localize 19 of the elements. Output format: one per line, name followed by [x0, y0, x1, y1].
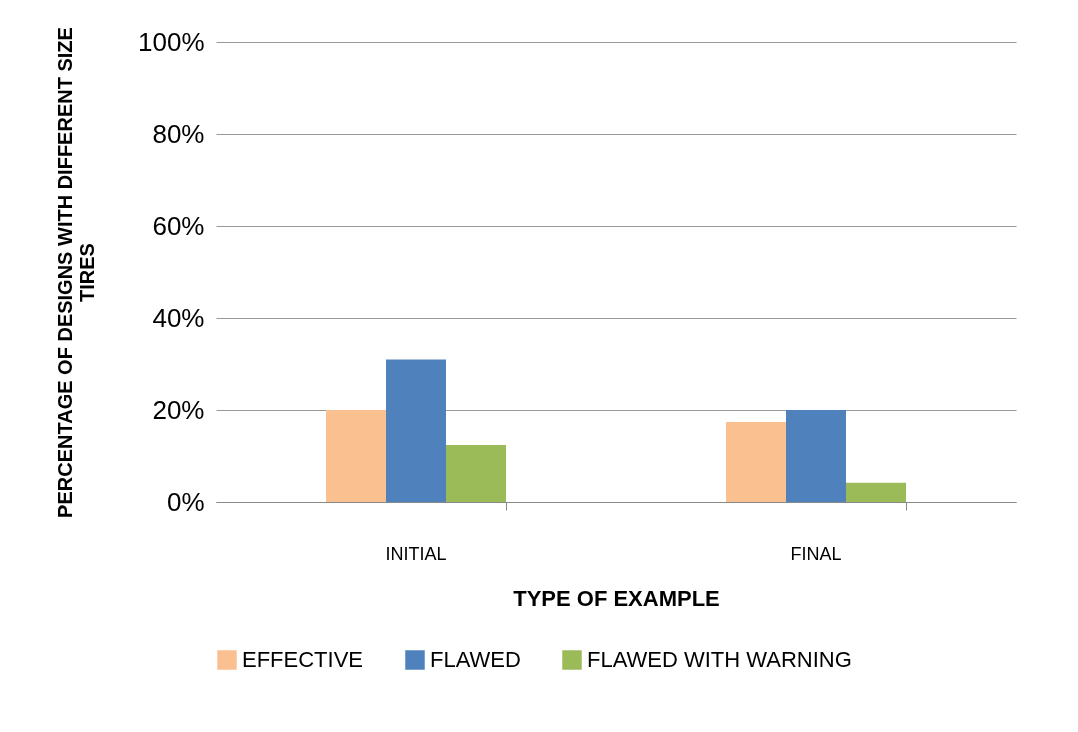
legend-label: FLAWED — [430, 647, 521, 672]
y-tick-label: 0% — [166, 486, 205, 517]
y-tick-label: 100% — [138, 26, 205, 57]
bar — [326, 410, 386, 502]
legend-label: EFFECTIVE — [242, 647, 364, 672]
y-tick-label: 20% — [152, 394, 205, 425]
bar — [386, 359, 446, 502]
bar — [726, 421, 786, 502]
bar — [846, 482, 906, 502]
legend-label: FLAWED WITH WARNING — [587, 647, 852, 672]
y-axis-title: PERCENTAGE OF DESIGNS WITH DIFFERENT SIZE TIRES — [54, 27, 98, 518]
y-tick-label: 60% — [152, 210, 205, 241]
x-tick-label: FINAL — [790, 543, 842, 564]
y-tick-label: 40% — [152, 302, 205, 333]
x-tick-label: INITIAL — [385, 543, 447, 564]
y-tick-label: 80% — [152, 118, 205, 149]
bar — [446, 444, 506, 502]
bar — [786, 410, 846, 502]
x-axis-title: TYPE OF EXAMPLE — [513, 585, 720, 611]
